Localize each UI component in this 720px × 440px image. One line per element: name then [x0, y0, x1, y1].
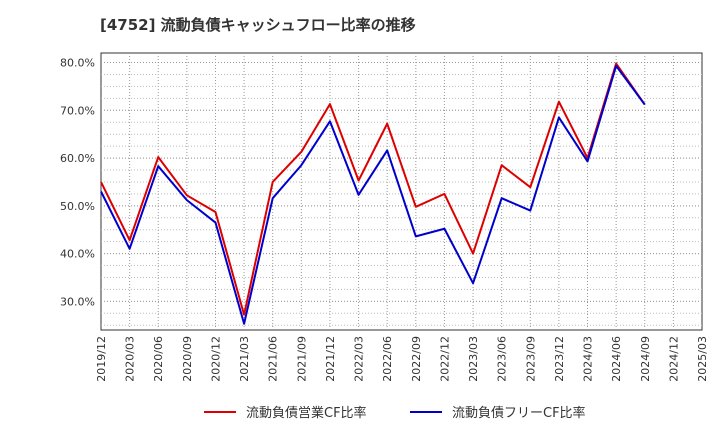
x-tick-label: 2024/03 — [582, 336, 595, 382]
x-tick-label: 2023/12 — [553, 336, 566, 382]
x-tick-label: 2025/03 — [696, 336, 709, 382]
y-tick-label: 40.0% — [60, 248, 95, 261]
x-tick-label: 2022/03 — [353, 336, 366, 382]
x-tick-label: 2022/12 — [438, 336, 451, 382]
x-tick-label: 2019/12 — [95, 336, 108, 382]
legend-label-1: 流動負債営業CF比率 — [246, 405, 367, 421]
x-tick-label: 2020/03 — [124, 336, 137, 382]
chart-title: [4752] 流動負債キャッシュフロー比率の推移 — [100, 16, 416, 34]
series-line-1 — [100, 62, 646, 316]
x-tick-label: 2024/12 — [667, 336, 680, 382]
y-tick-label: 50.0% — [60, 200, 95, 213]
x-tick-label: 2023/03 — [467, 336, 480, 382]
series-line-2 — [100, 64, 646, 325]
x-tick-label: 2022/06 — [381, 336, 394, 382]
x-tick-label: 2021/06 — [267, 336, 280, 382]
x-tick-label: 2024/06 — [610, 336, 623, 382]
y-tick-label: 70.0% — [60, 104, 95, 117]
x-tick-label: 2021/12 — [324, 336, 337, 382]
x-tick-label: 2021/09 — [295, 336, 308, 382]
x-tick-label: 2022/09 — [410, 336, 423, 382]
x-tick-label: 2024/09 — [639, 336, 652, 382]
x-tick-label: 2020/12 — [209, 336, 222, 382]
x-tick-label: 2023/09 — [524, 336, 537, 382]
y-tick-label: 30.0% — [60, 295, 95, 308]
x-tick-label: 2021/03 — [238, 336, 251, 382]
y-tick-label: 80.0% — [60, 57, 95, 70]
legend-label-2: 流動負債フリーCF比率 — [452, 405, 586, 421]
x-tick-label: 2020/09 — [181, 336, 194, 382]
x-tick-label: 2023/06 — [496, 336, 509, 382]
y-tick-label: 60.0% — [60, 152, 95, 165]
x-tick-label: 2020/06 — [152, 336, 165, 382]
